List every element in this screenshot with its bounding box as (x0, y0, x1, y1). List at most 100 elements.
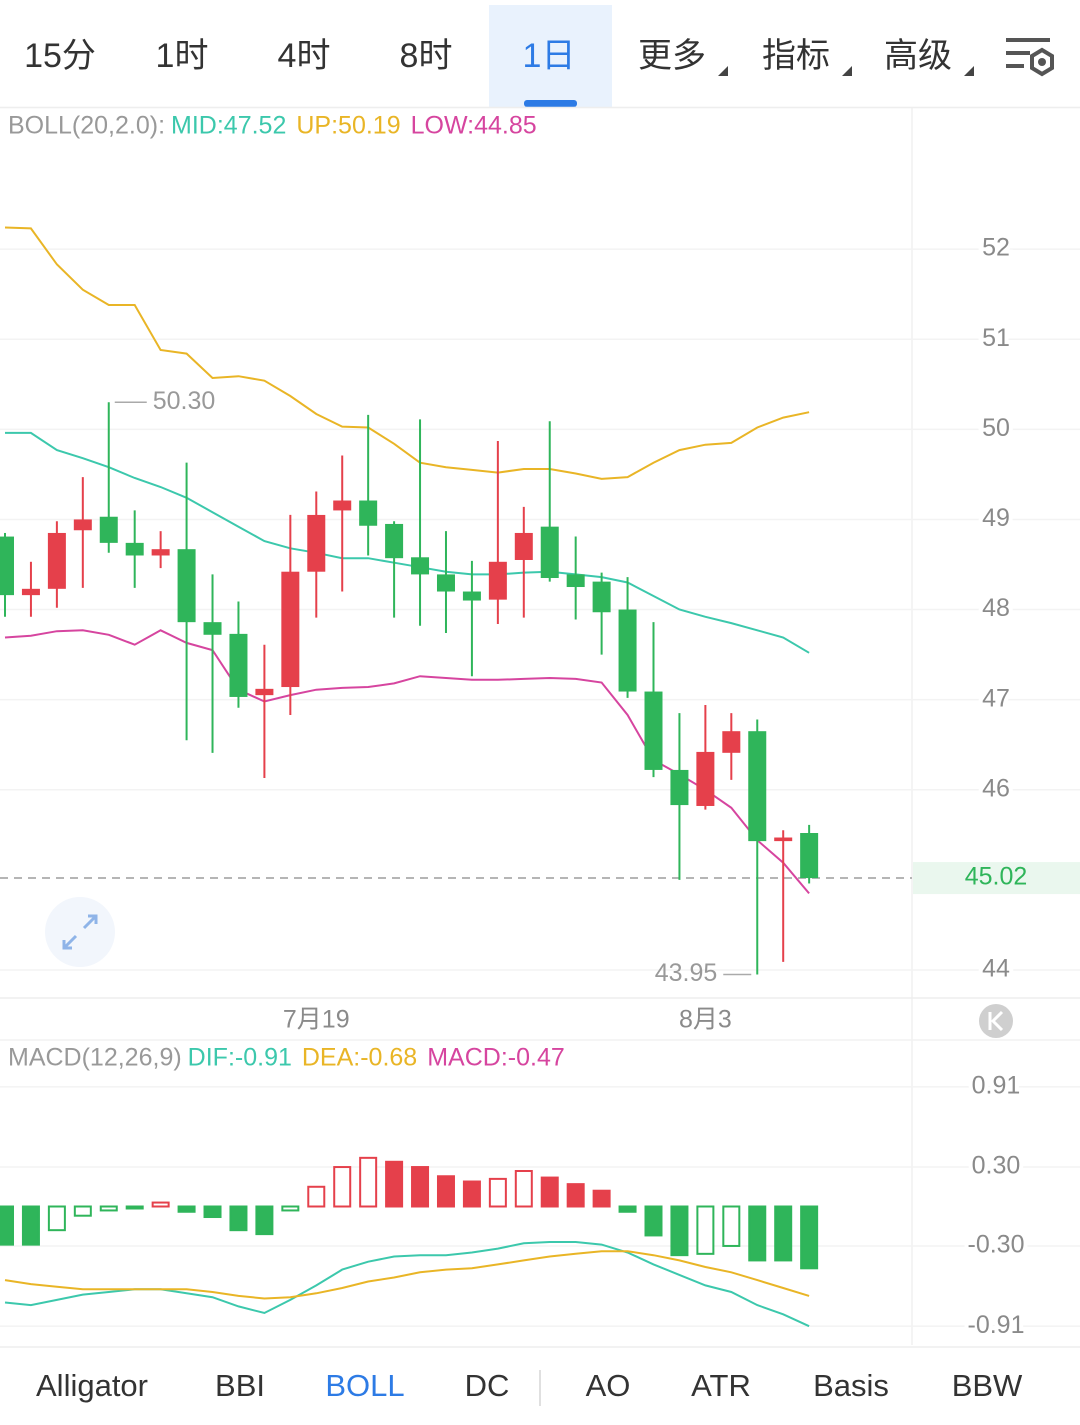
timeframe-tab[interactable]: 高级 (884, 37, 952, 75)
selected-tab-bg (489, 5, 612, 107)
legend-entry: MID:47.52 (171, 112, 286, 140)
candle-body (151, 549, 170, 556)
macd-bar (203, 1205, 222, 1219)
macd-bar (592, 1189, 611, 1208)
macd-bar (125, 1205, 144, 1210)
macd-bar (21, 1205, 40, 1246)
y-tick-label: 0.30 (972, 1152, 1021, 1180)
dropdown-caret (718, 66, 728, 76)
indicator-tab[interactable]: BBI (215, 1368, 265, 1403)
jump-latest-button[interactable] (979, 1004, 1013, 1038)
legend-entry: DIF:-0.91 (188, 1044, 292, 1072)
y-tick-label: 50 (982, 414, 1010, 442)
legend-title: BOLL(20,2.0): (8, 112, 165, 140)
expand-button[interactable] (45, 897, 115, 967)
indicator-tab[interactable]: BBW (952, 1368, 1023, 1403)
macd-bar (540, 1176, 559, 1208)
macd-bar (0, 1205, 14, 1246)
macd-bar (800, 1205, 819, 1270)
y-tick-label: 44 (982, 955, 1010, 983)
icon-dot (1038, 58, 1046, 66)
macd-bar (644, 1205, 663, 1237)
settings-icon[interactable] (1006, 38, 1054, 77)
y-tick-label: 46 (982, 774, 1010, 802)
legend-entry: LOW:44.85 (411, 112, 537, 140)
candle-body (203, 622, 222, 635)
candle-body (21, 588, 40, 596)
dropdown-caret (842, 66, 852, 76)
indicator-tab[interactable]: Alligator (36, 1368, 148, 1403)
indicator-line (4, 1250, 810, 1300)
timeframe-tab[interactable]: 8时 (400, 37, 453, 75)
candle-body (514, 532, 533, 560)
candle-body (462, 591, 481, 601)
candle-body (47, 532, 66, 589)
candle-body (0, 536, 14, 596)
indicator-tab[interactable]: AO (586, 1368, 631, 1403)
indicator-tab[interactable]: BOLL (325, 1368, 404, 1403)
button-bg (45, 897, 115, 967)
y-tick-label: -0.30 (968, 1231, 1025, 1259)
macd-bar (359, 1156, 378, 1208)
legend-title: MACD(12,26,9) (8, 1044, 182, 1072)
macd-bar (151, 1201, 170, 1208)
annotation-label: 43.95 (655, 959, 718, 987)
candle-body (411, 557, 430, 575)
candle-body (281, 571, 300, 688)
candle-body (255, 688, 274, 696)
timeframe-tab[interactable]: 1日 (523, 37, 576, 75)
macd-bar (385, 1160, 404, 1208)
timeframe-tab[interactable]: 4时 (278, 37, 331, 75)
y-tick-label: 52 (982, 234, 1010, 262)
x-tick-label: 7月19 (283, 1006, 350, 1034)
candle-body (670, 769, 689, 806)
macd-bar (462, 1180, 481, 1208)
timeframe-tab[interactable]: 1时 (156, 37, 209, 75)
y-tick-label: 51 (982, 324, 1010, 352)
legend-entry: DEA:-0.68 (302, 1044, 417, 1072)
macd-bar (514, 1169, 533, 1208)
candle-body (774, 837, 793, 842)
macd-bar (307, 1185, 326, 1208)
macd-bar (774, 1205, 793, 1262)
macd-bar (488, 1177, 507, 1208)
button-glyph (988, 1010, 1004, 1032)
macd-bar (229, 1205, 248, 1232)
candle-body (722, 731, 741, 753)
macd-bar (618, 1205, 637, 1213)
candle-body (696, 751, 715, 806)
legend-entry: UP:50.19 (296, 112, 400, 140)
candle-body (540, 526, 559, 579)
price-chart: 44 46 47 48 49 50 51 52 7月19 8月3 45.02 50.30 43.95 BO… (0, 112, 1080, 1038)
candle-body (436, 574, 455, 592)
candle-body (229, 633, 248, 697)
macd-bar (255, 1205, 274, 1236)
last-price-bg (913, 862, 1080, 895)
y-tick-label: 0.91 (972, 1071, 1021, 1099)
indicator-tab[interactable]: Basis (813, 1368, 889, 1403)
candle-body (488, 561, 507, 600)
macd-chart: -0.91 -0.30 0.30 0.91 MACD(12,26,9) DIF:-0.91… (0, 1044, 1080, 1343)
candle-body (800, 833, 819, 879)
candle-body (359, 500, 378, 526)
candle-body (307, 514, 326, 572)
indicator-tab[interactable]: ATR (691, 1368, 751, 1403)
last-price-label: 45.02 (965, 863, 1028, 891)
x-tick-label: 8月3 (679, 1006, 732, 1034)
macd-bar (696, 1205, 715, 1255)
candle-body (385, 523, 404, 559)
macd-bar (73, 1205, 92, 1217)
timeframe-tab[interactable]: 更多 (638, 37, 706, 75)
dropdown-caret (964, 66, 974, 76)
y-tick-label: 47 (982, 684, 1010, 712)
timeframe-tab[interactable]: 指标 (762, 37, 830, 75)
macd-bar (177, 1205, 196, 1213)
legend-entry: MACD:-0.47 (427, 1044, 565, 1072)
indicator-tabs: Alligator BBI BOLL DC AO ATR Basis BBW (36, 1368, 1023, 1403)
indicator-tab[interactable]: DC (465, 1368, 510, 1403)
candle-body (592, 581, 611, 613)
candle-body (644, 691, 663, 770)
timeframe-tab[interactable]: 15分 (24, 37, 96, 75)
